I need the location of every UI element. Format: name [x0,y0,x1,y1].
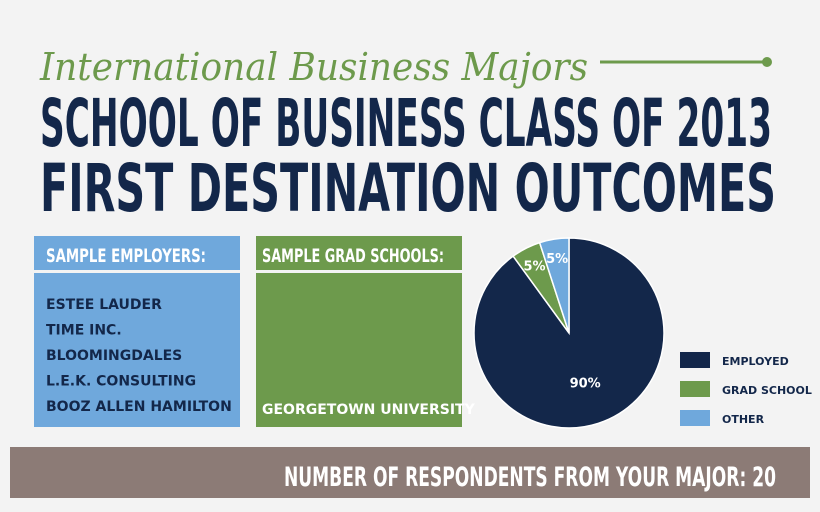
title-line: SCHOOL OF BUSINESS CLASS OF 2013 [40,85,772,162]
slice-label: 90% [570,377,601,392]
legend-swatch [680,410,710,426]
grad-header-box [256,236,462,270]
employer: L.E.K. CONSULTING [46,374,196,390]
grad-heading: SAMPLE GRAD SCHOOLS: [262,245,444,267]
footer-text: NUMBER OF RESPONDENTS FROM YOUR MAJOR: 2… [284,462,776,493]
employers-heading: SAMPLE EMPLOYERS: [46,245,206,267]
slice-label: 5% [546,252,568,267]
grad-box [256,273,462,427]
employers-box [34,273,240,427]
pie-slice [538,237,570,334]
legend-swatch [680,352,710,368]
employer: TIME INC. [46,323,122,339]
legend-label: GRAD SCHOOL [722,384,812,397]
grad-school: GEORGETOWN UNIVERSITY [262,402,476,418]
pie-chart: 90% 5% 5% EMPLOYED GRAD SCHOOL OTHER [473,237,812,429]
subtitle-dot [762,57,772,67]
employer: BLOOMINGDALES [46,348,182,364]
legend-label: OTHER [722,413,765,426]
footer-bar [10,447,810,498]
legend-label: EMPLOYED [722,355,789,368]
title-line: FIRST DESTINATION OUTCOMES [40,150,776,227]
employers-list: ESTEE LAUDER TIME INC. BLOOMINGDALES L.E.K.… [46,297,232,415]
employer: BOOZ ALLEN HAMILTON [46,399,232,415]
grad-list: GEORGETOWN UNIVERSITY [262,402,476,418]
employer: ESTEE LAUDER [46,297,162,313]
legend-swatch [680,381,710,397]
slice-label: 5% [523,259,545,274]
employers-header-box [34,236,240,270]
subtitle: International Business Majors [39,45,588,89]
